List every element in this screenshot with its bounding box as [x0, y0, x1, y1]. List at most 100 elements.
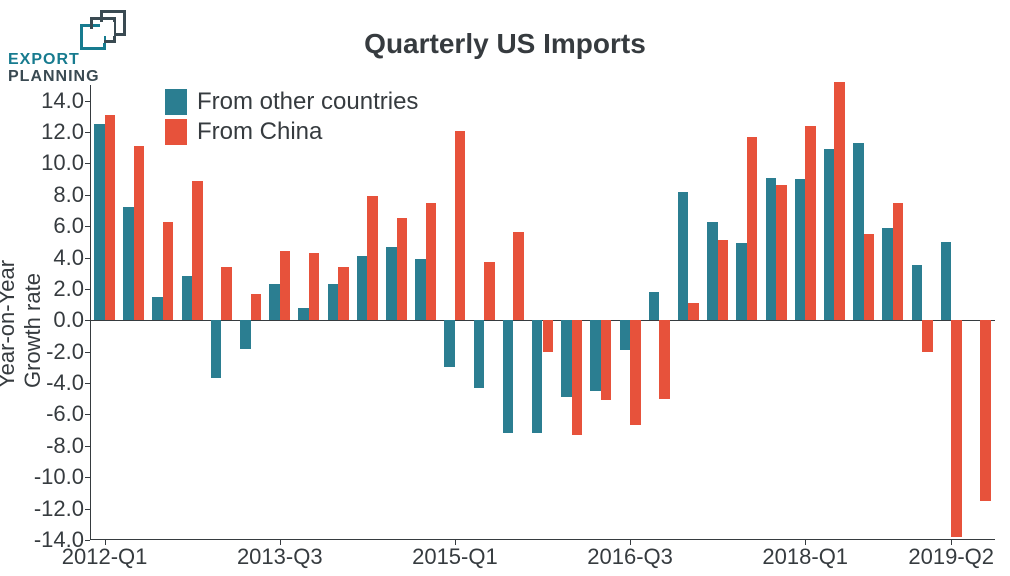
- bar: [532, 320, 543, 433]
- bar: [426, 203, 437, 321]
- bar: [123, 207, 134, 320]
- y-tick-label: 6.0: [53, 213, 84, 239]
- bar: [298, 308, 309, 321]
- bar: [367, 196, 378, 320]
- y-tick-mark: [85, 540, 90, 541]
- bar: [601, 320, 612, 400]
- bar: [853, 143, 864, 320]
- bar: [357, 256, 368, 320]
- y-tick-mark: [85, 320, 90, 321]
- bar: [590, 320, 601, 391]
- x-axis: [90, 539, 995, 540]
- y-tick-label: -2.0: [46, 339, 84, 365]
- y-tick-label: 2.0: [53, 276, 84, 302]
- bar: [163, 222, 174, 321]
- bar: [951, 320, 962, 537]
- y-tick-label: 12.0: [41, 119, 84, 145]
- y-tick-mark: [85, 132, 90, 133]
- bar: [864, 234, 875, 320]
- y-tick-mark: [85, 509, 90, 510]
- y-tick-label: -8.0: [46, 433, 84, 459]
- y-tick-label: 4.0: [53, 245, 84, 271]
- legend-swatch: [165, 119, 187, 145]
- bar: [397, 218, 408, 320]
- bar: [192, 181, 203, 321]
- bar: [240, 320, 251, 348]
- bar: [105, 115, 116, 321]
- bar: [484, 262, 495, 320]
- y-tick-label: 0.0: [53, 307, 84, 333]
- y-tick-label: -6.0: [46, 401, 84, 427]
- legend-item: From China: [165, 118, 418, 146]
- bar: [707, 222, 718, 321]
- bar: [766, 178, 777, 321]
- y-tick-label: 14.0: [41, 88, 84, 114]
- bar: [455, 131, 466, 321]
- bar: [630, 320, 641, 425]
- bar: [572, 320, 583, 435]
- bar: [649, 292, 660, 320]
- x-tick-label: 2015-Q1: [412, 544, 498, 570]
- bar: [561, 320, 572, 397]
- bar: [776, 185, 787, 320]
- y-axis: [90, 85, 91, 540]
- x-tick-label: 2013-Q3: [237, 544, 323, 570]
- y-tick-mark: [85, 352, 90, 353]
- chart-title: Quarterly US Imports: [0, 28, 1010, 60]
- y-tick-mark: [85, 289, 90, 290]
- bar: [620, 320, 631, 350]
- legend: From other countries From China: [165, 88, 418, 148]
- y-tick-mark: [85, 414, 90, 415]
- bar: [795, 179, 806, 320]
- y-tick-mark: [85, 226, 90, 227]
- legend-label: From other countries: [197, 88, 418, 116]
- bar: [922, 320, 933, 351]
- y-tick-mark: [85, 163, 90, 164]
- bar: [824, 149, 835, 320]
- y-tick-mark: [85, 383, 90, 384]
- x-tick-label: 2016-Q3: [587, 544, 673, 570]
- bar: [280, 251, 291, 320]
- bar: [805, 126, 816, 321]
- y-tick-mark: [85, 101, 90, 102]
- x-tick-label: 2018-Q1: [762, 544, 848, 570]
- bar: [221, 267, 232, 320]
- bar: [736, 243, 747, 320]
- y-tick-label: 10.0: [41, 150, 84, 176]
- bar: [980, 320, 991, 500]
- y-tick-mark: [85, 446, 90, 447]
- bar: [474, 320, 485, 387]
- y-tick-label: 8.0: [53, 182, 84, 208]
- bar: [882, 228, 893, 321]
- y-tick-label: -4.0: [46, 370, 84, 396]
- bar: [444, 320, 455, 367]
- bar: [834, 82, 845, 320]
- legend-item: From other countries: [165, 88, 418, 116]
- bar: [269, 284, 280, 320]
- plot-area: 14.012.010.08.06.04.02.00.0-2.0-4.0-6.0-…: [90, 85, 995, 540]
- legend-label: From China: [197, 118, 322, 146]
- logo-text-line2: PLANNING: [8, 69, 138, 86]
- bar: [211, 320, 222, 378]
- bar: [912, 265, 923, 320]
- y-tick-mark: [85, 477, 90, 478]
- y-tick-mark: [85, 258, 90, 259]
- bar: [309, 253, 320, 320]
- bar: [415, 259, 426, 320]
- bar: [152, 297, 163, 321]
- bar: [718, 240, 729, 320]
- bar: [386, 247, 397, 321]
- bar: [134, 146, 145, 320]
- bar: [941, 242, 952, 320]
- bar: [688, 303, 699, 320]
- x-tick-label: 2019-Q2: [908, 544, 994, 570]
- y-tick-label: -12.0: [34, 496, 84, 522]
- bar: [747, 137, 758, 321]
- bar: [503, 320, 514, 433]
- x-tick-label: 2012-Q1: [62, 544, 148, 570]
- bar: [543, 320, 554, 351]
- bar: [659, 320, 670, 398]
- bar: [182, 276, 193, 320]
- bar: [328, 284, 339, 320]
- bar: [513, 232, 524, 320]
